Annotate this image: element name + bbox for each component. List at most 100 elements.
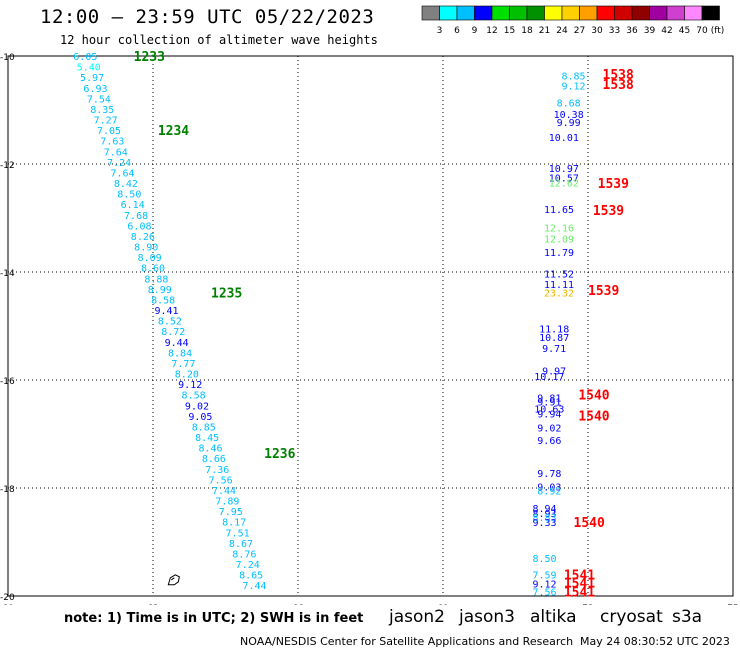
x-tick-label: 69 — [437, 604, 449, 605]
y-tick-label: -12 — [0, 161, 15, 171]
x-tick-label: 63 — [147, 604, 158, 605]
legend-tick-label: 42 — [661, 26, 672, 36]
wave-height-label: 9.12 — [532, 580, 556, 591]
wave-height-label: 6.05 — [73, 52, 97, 63]
wave-height-label: 8.60 — [141, 264, 165, 275]
wave-height-label: 10.01 — [549, 133, 579, 144]
legend-tick-label: 3 — [437, 26, 443, 36]
wave-height-label: 10.97 — [549, 164, 579, 175]
legend-tick-label: 33 — [609, 26, 620, 36]
legend-tick-label: 15 — [504, 26, 515, 36]
wave-height-label: 11.65 — [544, 205, 574, 216]
legend-tick-label: 24 — [556, 26, 568, 36]
wave-height-label: 8.84 — [168, 348, 192, 359]
pass-time-label: 1540 — [578, 410, 609, 425]
pass-time-label: 1233 — [134, 50, 165, 65]
wave-height-label: 8.52 — [158, 317, 182, 328]
wave-height-label: 9.71 — [542, 344, 566, 355]
wave-height-label: 7.54 — [87, 94, 111, 105]
wave-height-label: 8.50 — [532, 554, 556, 565]
legend-tick-label: 9 — [472, 26, 478, 36]
wave-height-label: 8.50 — [117, 190, 141, 201]
legend-tick-label: 70 — [696, 26, 708, 36]
legend-tick-label: 6 — [454, 26, 460, 36]
wave-height-label: 9.44 — [165, 338, 189, 349]
wave-height-label: 11.79 — [544, 248, 574, 259]
sat-label-cryosat: cryosat — [600, 607, 663, 627]
wave-height-label: 7.64 — [104, 147, 128, 158]
wave-height-label: 6.93 — [83, 84, 107, 95]
wave-height-label: 9.78 — [537, 469, 561, 480]
island-outline — [167, 574, 180, 586]
wave-height-label: 5.40 — [77, 63, 101, 74]
x-tick-label: 72 — [582, 604, 593, 605]
wave-height-label: 7.27 — [94, 116, 118, 127]
wave-height-label: 8.35 — [90, 105, 114, 116]
wave-height-label: 8.66 — [202, 454, 226, 465]
wave-height-label: 7.24 — [236, 560, 260, 571]
wave-height-label: 10.38 — [554, 110, 584, 121]
wave-height-label: 12.62 — [549, 178, 579, 189]
color-scale-legend: 3 6 9 12 15 18 21 24 27 30 33 36 39 42 45 70 (ft) — [421, 5, 724, 36]
legend-tick-label: 36 — [626, 26, 638, 36]
wave-height-label: 8.65 — [239, 571, 263, 582]
wave-height-label: 8.42 — [114, 179, 138, 190]
wave-height-map: 60 63 66 69 72 75 -10 -12 -14 -16 -18 -20 6.055.405.… — [0, 50, 739, 605]
wave-height-label: 12.16 — [544, 224, 574, 235]
wave-height-label: 8.58 — [182, 391, 206, 402]
y-tick-label: -18 — [0, 485, 15, 495]
sat-label-jason2: jason2 — [389, 607, 445, 627]
wave-height-label: 7.77 — [171, 359, 195, 370]
wave-height-label: 8.68 — [557, 98, 581, 109]
wave-height-label: 8.88 — [144, 274, 168, 285]
wave-height-label: 10.57 — [549, 174, 579, 185]
credit-line: NOAA/NESDIS Center for Satellite Applica… — [240, 635, 574, 648]
sat-label-s3a: s3a — [672, 607, 703, 627]
wave-height-label: 11.11 — [544, 280, 574, 291]
pass-time-label: 1234 — [158, 124, 189, 139]
wave-height-label: 7.89 — [215, 497, 239, 508]
wave-height-label: 7.24 — [107, 158, 131, 169]
wave-height-label: 7.68 — [124, 211, 148, 222]
units-note: note: 1) Time is in UTC; 2) SWH is in fe… — [64, 611, 364, 626]
legend-tick-label: 45 — [679, 26, 690, 36]
wave-height-label: 8.72 — [161, 327, 185, 338]
legend-tick-label: 12 — [486, 26, 497, 36]
wave-height-label: 12.09 — [544, 235, 574, 246]
wave-height-label: 8.67 — [229, 539, 253, 550]
wave-height-label: 8.90 — [134, 243, 158, 254]
wave-height-label: 23.32 — [544, 289, 574, 300]
pass-time-label: 1538 — [603, 68, 634, 83]
wave-height-label: 9.99 — [557, 118, 581, 129]
wave-height-label: 9.12 — [178, 380, 202, 391]
pass-time-label: 1540 — [578, 389, 609, 404]
legend-tick-label: 21 — [539, 26, 550, 36]
wave-height-label: 9.66 — [537, 436, 561, 447]
wave-height-label: 8.09 — [138, 253, 162, 264]
wave-height-label: 8.93 — [532, 509, 556, 520]
wave-height-label: 7.05 — [97, 126, 121, 137]
legend-tick-label: 18 — [521, 26, 533, 36]
wave-height-label: 9.12 — [561, 82, 585, 93]
y-tick-label: -14 — [0, 269, 15, 279]
wave-height-label: 9.97 — [542, 366, 566, 377]
pass-time-label: 1540 — [574, 516, 605, 531]
pass-time-label: 1539 — [588, 284, 619, 299]
wave-height-label: 8.94 — [532, 504, 556, 515]
wave-height-label: 7.56 — [209, 475, 233, 486]
x-tick-label: 75 — [727, 604, 738, 605]
page-title: 12:00 – 23:59 UTC 05/22/2023 — [40, 6, 375, 28]
x-tick-label: 66 — [292, 604, 304, 605]
wave-height-label: 9.03 — [537, 482, 561, 493]
wave-height-label: 7.44 — [212, 486, 236, 497]
pass-time-label: 1539 — [593, 204, 624, 219]
wave-height-label: 8.76 — [232, 549, 256, 560]
sat-label-altika: altika — [530, 607, 577, 627]
wave-height-label: 6.08 — [127, 221, 151, 232]
wave-height-label: 8.85 — [561, 71, 585, 82]
wave-height-label: 9.05 — [188, 412, 212, 423]
wave-height-label: 10.63 — [534, 405, 564, 416]
y-tick-label: -20 — [0, 593, 15, 603]
wave-height-label: 7.64 — [111, 168, 135, 179]
legend-tick-label: 39 — [644, 26, 656, 36]
